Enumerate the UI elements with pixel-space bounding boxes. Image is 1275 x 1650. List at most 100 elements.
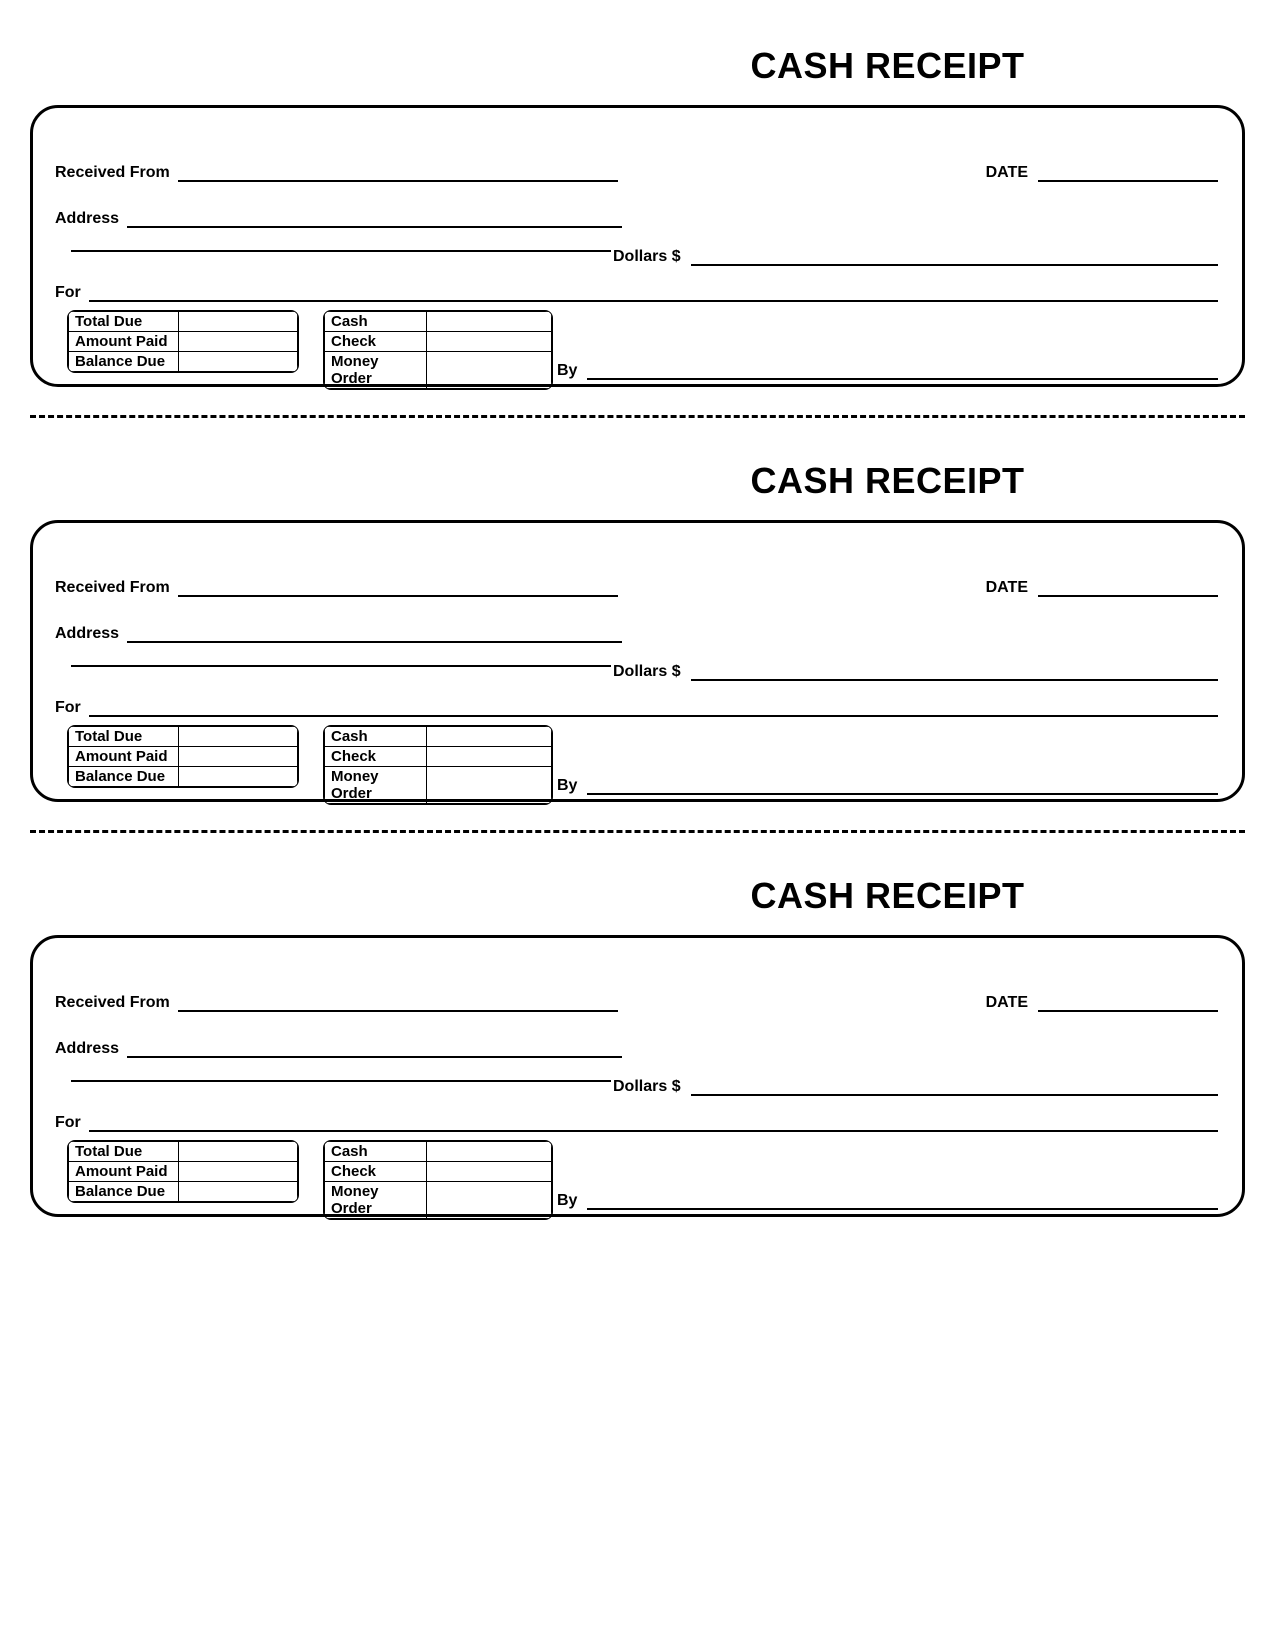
- table-row: Check: [325, 747, 552, 767]
- dollars-label: Dollars $: [613, 248, 681, 266]
- balance-due-value[interactable]: [179, 1182, 298, 1202]
- for-line[interactable]: [89, 715, 1218, 717]
- money-order-value[interactable]: [427, 767, 552, 804]
- check-label: Check: [325, 747, 427, 767]
- for-line[interactable]: [89, 1130, 1218, 1132]
- dollars-line[interactable]: [691, 264, 1218, 266]
- by-label: By: [557, 362, 577, 380]
- dollars-line[interactable]: [691, 1094, 1218, 1096]
- by-line[interactable]: [587, 793, 1218, 795]
- cut-line-divider: [30, 415, 1245, 418]
- payment-table: Cash Check Money Order: [323, 310, 553, 390]
- date-line[interactable]: [1038, 595, 1218, 597]
- received-from-field: Received From: [55, 994, 618, 1012]
- receipt-title: CASH RECEIPT: [530, 460, 1245, 502]
- by-label: By: [557, 1192, 577, 1210]
- balance-due-label: Balance Due: [69, 1182, 179, 1202]
- received-from-line[interactable]: [178, 1010, 618, 1012]
- balance-due-value[interactable]: [179, 767, 298, 787]
- table-row: Total Due: [69, 727, 298, 747]
- table-row: Money Order: [325, 352, 552, 389]
- date-label: DATE: [986, 579, 1028, 597]
- cash-value[interactable]: [427, 1142, 552, 1162]
- date-line[interactable]: [1038, 180, 1218, 182]
- received-from-field: Received From: [55, 164, 618, 182]
- address-line[interactable]: [127, 641, 622, 643]
- address-line-2-field: [71, 250, 611, 252]
- cash-value[interactable]: [427, 727, 552, 747]
- check-value[interactable]: [427, 332, 552, 352]
- amount-paid-value[interactable]: [179, 332, 298, 352]
- date-field: DATE: [986, 164, 1218, 182]
- receipt-3: CASH RECEIPT Received From DATE Address …: [30, 875, 1245, 1217]
- by-label: By: [557, 777, 577, 795]
- address-line-2[interactable]: [71, 1080, 611, 1082]
- amount-paid-label: Amount Paid: [69, 747, 179, 767]
- table-row: Amount Paid: [69, 747, 298, 767]
- date-label: DATE: [986, 164, 1028, 182]
- check-value[interactable]: [427, 1162, 552, 1182]
- money-order-value[interactable]: [427, 1182, 552, 1219]
- total-due-value[interactable]: [179, 312, 298, 332]
- total-due-value[interactable]: [179, 1142, 298, 1162]
- amount-paid-value[interactable]: [179, 747, 298, 767]
- address-line-2[interactable]: [71, 665, 611, 667]
- payment-table: Cash Check Money Order: [323, 725, 553, 805]
- for-label: For: [55, 284, 81, 302]
- money-order-label: Money Order: [325, 767, 427, 804]
- balance-due-label: Balance Due: [69, 767, 179, 787]
- total-due-label: Total Due: [69, 312, 179, 332]
- receipt-1: CASH RECEIPT Received From DATE Address …: [30, 45, 1245, 387]
- dollars-field: Dollars $: [613, 1078, 1218, 1096]
- table-row: Money Order: [325, 1182, 552, 1219]
- total-due-label: Total Due: [69, 727, 179, 747]
- by-line[interactable]: [587, 1208, 1218, 1210]
- dollars-line[interactable]: [691, 679, 1218, 681]
- address-line-2[interactable]: [71, 250, 611, 252]
- address-line[interactable]: [127, 1056, 622, 1058]
- address-field: Address: [55, 1040, 622, 1058]
- balance-due-value[interactable]: [179, 352, 298, 372]
- table-row: Amount Paid: [69, 1162, 298, 1182]
- table-row: Total Due: [69, 1142, 298, 1162]
- address-field: Address: [55, 625, 622, 643]
- by-line[interactable]: [587, 378, 1218, 380]
- table-row: Balance Due: [69, 767, 298, 787]
- check-value[interactable]: [427, 747, 552, 767]
- date-field: DATE: [986, 579, 1218, 597]
- cash-label: Cash: [325, 727, 427, 747]
- amount-table: Total Due Amount Paid Balance Due: [67, 725, 299, 788]
- amount-paid-label: Amount Paid: [69, 1162, 179, 1182]
- cash-label: Cash: [325, 1142, 427, 1162]
- dollars-field: Dollars $: [613, 248, 1218, 266]
- for-label: For: [55, 1114, 81, 1132]
- amount-paid-label: Amount Paid: [69, 332, 179, 352]
- total-due-value[interactable]: [179, 727, 298, 747]
- money-order-label: Money Order: [325, 1182, 427, 1219]
- for-field: For: [55, 284, 1218, 302]
- date-line[interactable]: [1038, 1010, 1218, 1012]
- received-from-label: Received From: [55, 994, 170, 1012]
- receipt-box: Received From DATE Address Dollars $ For…: [30, 105, 1245, 387]
- check-label: Check: [325, 1162, 427, 1182]
- received-from-line[interactable]: [178, 595, 618, 597]
- cash-label: Cash: [325, 312, 427, 332]
- for-label: For: [55, 699, 81, 717]
- by-field: By: [557, 1192, 1218, 1210]
- received-from-line[interactable]: [178, 180, 618, 182]
- amount-table: Total Due Amount Paid Balance Due: [67, 310, 299, 373]
- by-field: By: [557, 777, 1218, 795]
- check-label: Check: [325, 332, 427, 352]
- address-line[interactable]: [127, 226, 622, 228]
- receipt-box: Received From DATE Address Dollars $ For…: [30, 520, 1245, 802]
- table-row: Amount Paid: [69, 332, 298, 352]
- dollars-label: Dollars $: [613, 663, 681, 681]
- receipt-box: Received From DATE Address Dollars $ For…: [30, 935, 1245, 1217]
- amount-paid-value[interactable]: [179, 1162, 298, 1182]
- cash-value[interactable]: [427, 312, 552, 332]
- receipt-2: CASH RECEIPT Received From DATE Address …: [30, 460, 1245, 802]
- address-field: Address: [55, 210, 622, 228]
- for-line[interactable]: [89, 300, 1218, 302]
- money-order-value[interactable]: [427, 352, 552, 389]
- table-row: Total Due: [69, 312, 298, 332]
